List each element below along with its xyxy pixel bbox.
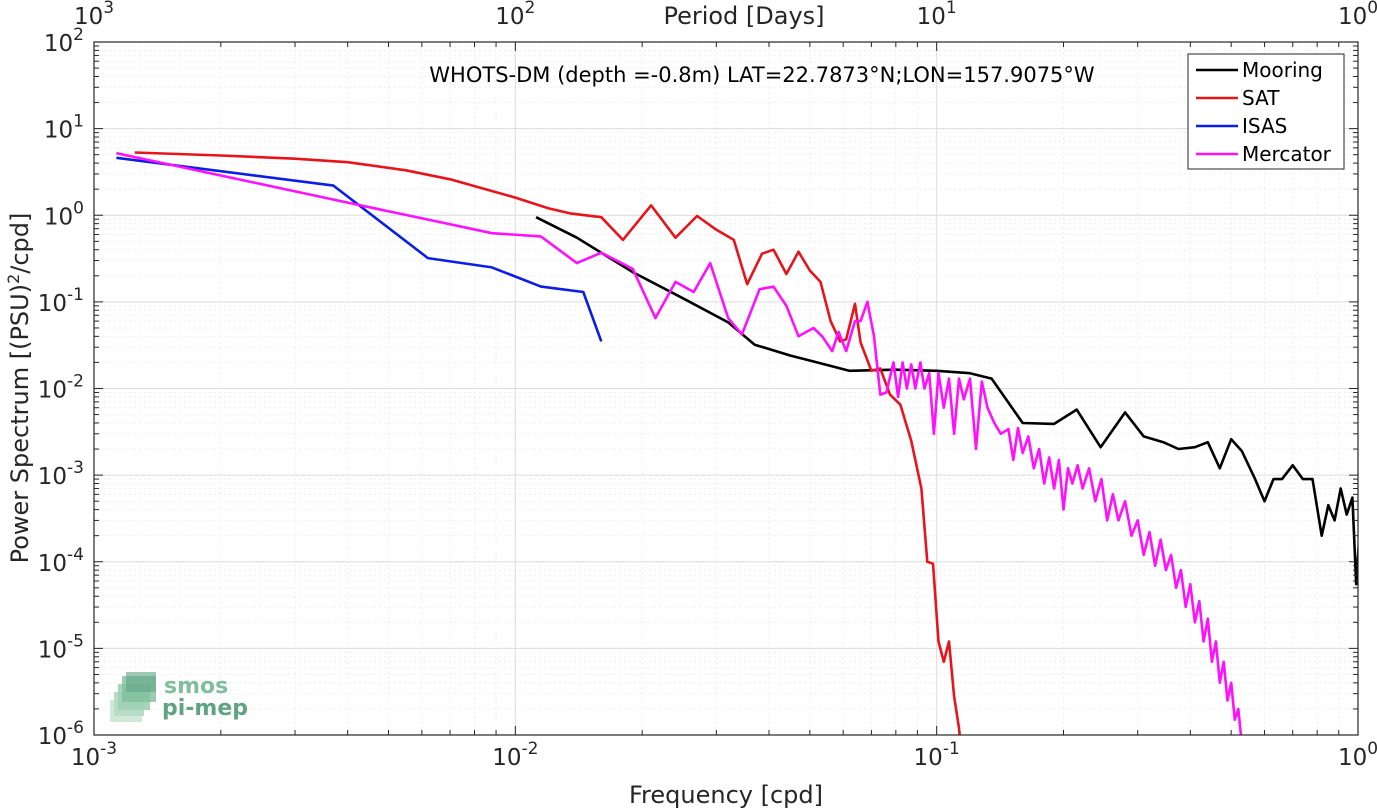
y-tick-label-exponent: 1 — [73, 112, 84, 132]
y-tick-label-base: 10 — [38, 724, 67, 750]
top-tick-label-base: 10 — [917, 4, 946, 30]
legend-label-mooring: Mooring — [1242, 58, 1323, 82]
y-tick-label-exponent: 0 — [73, 198, 84, 218]
series-line-mooring — [535, 216, 1358, 586]
legend-label-mercator: Mercator — [1242, 142, 1332, 166]
x-tick-label-exponent: -3 — [100, 739, 117, 759]
logo-text-smos: smos — [164, 674, 228, 699]
logo-text-pi-mep: pi-mep — [162, 696, 248, 721]
top-tick-label-exponent: 2 — [525, 0, 536, 18]
x-tick-label-base: 10 — [914, 745, 943, 771]
y-tick-label-base: 10 — [38, 464, 67, 490]
top-tick-label: 103 — [74, 0, 114, 30]
legend-box — [1187, 53, 1345, 170]
y-tick-label-base: 10 — [44, 31, 73, 57]
top-tick-labels: 103 102 101 100 — [74, 0, 1377, 30]
y-tick-label-exponent: -1 — [67, 285, 84, 305]
top-tick-label-base: 10 — [495, 4, 524, 30]
tick-marks — [93, 42, 1358, 736]
x-tick-label-base: 10 — [1338, 745, 1367, 771]
top-tick-label-base: 10 — [1338, 4, 1367, 30]
y-tick-label-base: 10 — [38, 637, 67, 663]
x-tick-label: 10-2 — [492, 739, 538, 771]
y-axis-title-tail: /cpd] — [6, 213, 34, 274]
y-tick-label: 10-1 — [38, 285, 84, 317]
x-tick-label-base: 10 — [71, 745, 100, 771]
y-tick-label: 10-3 — [38, 458, 84, 490]
y-tick-label-base: 10 — [44, 204, 73, 230]
y-axis-title: Power Spectrum [(PSU)2/cpd] — [4, 213, 34, 564]
top-axis-title: Period [Days] — [663, 2, 824, 30]
x-tick-label: 10-1 — [914, 739, 960, 771]
minor-grid — [94, 42, 1358, 735]
top-tick-label-exponent: 1 — [946, 0, 957, 18]
y-tick-label-base: 10 — [44, 118, 73, 144]
y-axis-title-main: Power Spectrum [(PSU) — [6, 284, 34, 563]
x-axis-title: Frequency [cpd] — [629, 781, 823, 809]
y-tick-label-base: 10 — [38, 551, 67, 577]
top-tick-label: 102 — [495, 0, 535, 30]
top-tick-label-exponent: 0 — [1367, 0, 1377, 18]
y-tick-label-exponent: -4 — [67, 545, 84, 565]
y-tick-label-exponent: -3 — [67, 458, 84, 478]
smos-pi-mep-logo: smos pi-mep — [110, 672, 248, 722]
y-tick-label: 10-6 — [38, 718, 84, 750]
y-tick-label: 101 — [44, 112, 84, 144]
x-tick-label: 10-3 — [71, 739, 117, 771]
top-tick-label-base: 10 — [74, 4, 103, 30]
y-tick-label-exponent: -5 — [67, 631, 84, 651]
x-tick-labels: 10-3 10-2 10-1 100 — [71, 739, 1377, 771]
top-tick-label-exponent: 3 — [103, 0, 114, 18]
y-tick-label-exponent: 2 — [73, 25, 84, 45]
y-tick-label: 100 — [44, 198, 84, 230]
x-tick-label: 100 — [1338, 739, 1377, 771]
x-tick-label-exponent: -1 — [943, 739, 960, 759]
x-tick-label-base: 10 — [492, 745, 521, 771]
y-tick-label-base: 10 — [38, 378, 67, 404]
x-tick-label-exponent: -2 — [521, 739, 538, 759]
y-tick-label: 102 — [44, 25, 84, 57]
logo-mark — [110, 672, 156, 722]
legend-label-isas: ISAS — [1242, 114, 1287, 138]
series-line-sat — [134, 151, 961, 735]
y-axis-title-superscript: 2 — [4, 274, 23, 284]
legend-label-sat: SAT — [1242, 86, 1280, 110]
y-tick-label: 10-2 — [38, 372, 84, 404]
top-tick-label: 101 — [917, 0, 957, 30]
plot-title: WHOTS-DM (depth =-0.8m) LAT=22.7873°N;LO… — [429, 63, 1095, 87]
top-tick-label: 100 — [1338, 0, 1377, 30]
y-tick-label: 10-5 — [38, 631, 84, 663]
y-tick-label-exponent: -6 — [67, 718, 84, 738]
series-layer — [116, 151, 1358, 735]
y-tick-label-exponent: -2 — [67, 372, 84, 392]
series-line-mercator — [116, 151, 1243, 735]
y-tick-label-base: 10 — [38, 291, 67, 317]
legend: Mooring SAT ISAS Mercator — [1187, 53, 1345, 170]
x-tick-label-exponent: 0 — [1367, 739, 1377, 759]
y-tick-label: 10-4 — [38, 545, 84, 577]
series-line-isas — [116, 156, 603, 342]
